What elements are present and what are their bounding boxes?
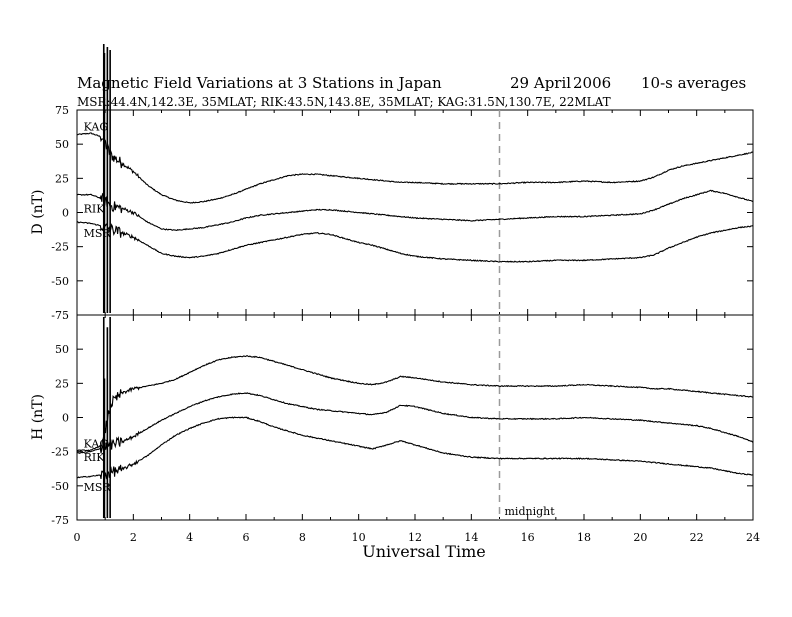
x-tick-label: 16 — [521, 531, 535, 544]
y-tick-label: 0 — [62, 207, 69, 220]
x-tick-label: 8 — [299, 531, 306, 544]
y-tick-label: -25 — [51, 446, 69, 459]
y-tick-label: 50 — [55, 343, 69, 356]
x-tick-label: 14 — [464, 531, 478, 544]
station-label-msr: MSR — [84, 227, 112, 240]
chart-subtitle: MSR:44.4N,142.3E, 35MLAT; RIK:43.5N,143.… — [77, 95, 611, 109]
series-line-kag-h — [76, 355, 754, 453]
x-tick-label: 10 — [352, 531, 366, 544]
chart-title-date: 29 April — [510, 74, 571, 92]
station-label-rik: RIK — [84, 202, 106, 215]
chart-title-averages: 10-s averages — [641, 74, 746, 92]
y-tick-label: 25 — [55, 172, 69, 185]
y-tick-label: -75 — [51, 309, 69, 322]
station-label-msr: MSR — [84, 481, 112, 494]
series-line-kag-d — [76, 132, 754, 204]
chart-title: Magnetic Field Variations at 3 Stations … — [77, 74, 442, 92]
x-tick-label: 18 — [577, 531, 591, 544]
panel-frame-d — [76, 109, 754, 316]
midnight-label: midnight — [505, 505, 556, 518]
y-axis-label-d: D (nT) — [30, 190, 46, 235]
x-tick-label: 2 — [130, 531, 137, 544]
x-tick-label: 0 — [74, 531, 81, 544]
y-tick-label: -25 — [51, 241, 69, 254]
x-tick-label: 6 — [243, 531, 250, 544]
x-tick-label: 24 — [746, 531, 760, 544]
x-tick-label: 20 — [633, 531, 647, 544]
x-axis-label: Universal Time — [362, 542, 485, 561]
panel-frame-h — [76, 314, 754, 521]
y-tick-label: -50 — [51, 275, 69, 288]
station-label-kag: KAG — [84, 120, 109, 133]
y-tick-label: 0 — [62, 412, 69, 425]
series-line-rik-d — [76, 189, 754, 231]
y-tick-label: 25 — [55, 377, 69, 390]
chart-title-year: 2006 — [573, 74, 611, 92]
chart-marks: 7550250-25-50-75KAGRIKMSR50250-25-50-75K… — [51, 44, 760, 544]
x-tick-label: 12 — [408, 531, 422, 544]
y-axis-label-h: H (nT) — [30, 394, 46, 440]
y-tick-label: 50 — [55, 138, 69, 151]
x-tick-label: 4 — [186, 531, 193, 544]
station-label-kag: KAG — [84, 437, 109, 450]
series-line-rik-h — [76, 392, 754, 454]
station-label-rik: RIK — [84, 451, 106, 464]
series-line-msr-h — [77, 416, 754, 480]
y-tick-label: -75 — [51, 514, 69, 527]
series-line-msr-d — [76, 220, 754, 263]
x-tick-label: 22 — [690, 531, 704, 544]
y-tick-label: -50 — [51, 480, 69, 493]
y-tick-label: 75 — [55, 104, 69, 117]
